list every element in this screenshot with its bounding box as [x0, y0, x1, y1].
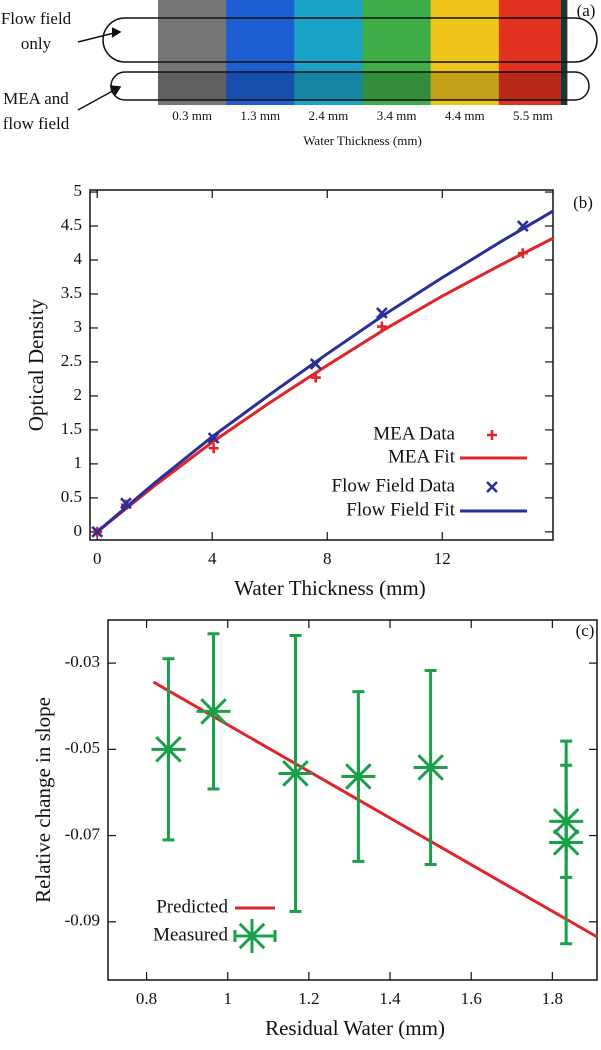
y-tick-label: 4.5 [61, 215, 82, 234]
legend-label: Predicted [156, 896, 228, 917]
data-point [341, 759, 376, 794]
x-tick-label: 1.4 [379, 989, 401, 1008]
data-point [196, 694, 231, 729]
plot-frame [89, 189, 554, 541]
strip-shade [226, 72, 295, 100]
y-axis-label: Relative change in slope [31, 697, 55, 903]
x-axis-label: Water Thickness (mm) [234, 576, 426, 600]
x-tick-label: 0.8 [136, 989, 157, 1008]
side-label: MEA and [3, 89, 69, 108]
legend-marker [487, 430, 497, 440]
x-tick-label: 1.6 [461, 989, 482, 1008]
legend-marker [486, 481, 498, 493]
y-axis-label: Optical Density [24, 298, 48, 431]
x-axis-label: Water Thickness (mm) [303, 133, 422, 148]
legend-label: Flow Field Data [332, 475, 456, 496]
x-tick-label: 1.2 [298, 989, 319, 1008]
panel-label: (a) [577, 1, 596, 20]
y-tick-label: 3.5 [61, 283, 82, 302]
legend-label: Flow Field Fit [346, 499, 455, 520]
x-tick-label: 4 [208, 549, 217, 568]
y-tick-label: 3 [74, 317, 83, 336]
strip-shade [294, 72, 363, 100]
plot-frame [107, 619, 598, 981]
y-tick-label: 4 [74, 249, 83, 268]
category-label: 5.5 mm [513, 108, 553, 123]
legend-label: MEA Data [373, 423, 455, 444]
side-label: Flow field [1, 9, 72, 28]
legend-label: Measured [153, 924, 228, 945]
strip-edge [561, 0, 567, 105]
legend-marker [235, 919, 269, 953]
category-label: 1.3 mm [240, 108, 280, 123]
category-label: 4.4 mm [445, 108, 485, 123]
category-label: 3.4 mm [377, 108, 417, 123]
fit-line [96, 236, 554, 534]
panel-label: (c) [576, 621, 595, 640]
x-tick-label: 1 [223, 989, 232, 1008]
y-tick-label: -0.07 [65, 824, 101, 843]
strip-shade [430, 72, 500, 100]
y-tick-label: -0.03 [65, 652, 100, 671]
y-tick-label: 1 [74, 453, 83, 472]
legend-label: MEA Fit [388, 446, 456, 467]
data-point [375, 307, 388, 319]
x-axis-label: Residual Water (mm) [265, 1016, 445, 1040]
strip-frame [77, 17, 598, 111]
category-label: 2.4 mm [309, 108, 349, 123]
side-label: only [21, 34, 52, 53]
strip-shade [158, 72, 227, 100]
x-tick-label: 8 [323, 549, 332, 568]
category-label: 0.3 mm [172, 108, 212, 123]
y-tick-label: 2 [74, 385, 83, 404]
y-tick-label: 5 [74, 181, 83, 200]
strip-shade [362, 72, 432, 100]
fit-line [96, 209, 554, 533]
data-point [278, 756, 313, 791]
y-tick-label: 2.5 [61, 351, 82, 370]
y-tick-label: -0.05 [65, 738, 100, 757]
y-tick-label: 1.5 [61, 419, 82, 438]
strip-shade [498, 72, 568, 100]
x-tick-label: 0 [93, 549, 102, 568]
y-tick-label: 0 [74, 521, 83, 540]
data-point [151, 732, 186, 767]
data-point [413, 750, 448, 785]
x-tick-label: 12 [434, 549, 451, 568]
data-point [549, 825, 584, 860]
data-point [120, 497, 132, 510]
x-tick-label: 1.8 [542, 989, 563, 1008]
panel-label: (b) [573, 193, 593, 212]
y-tick-label: 0.5 [61, 487, 82, 506]
y-tick-label: -0.09 [65, 911, 100, 930]
data-point [208, 443, 219, 454]
side-label: flow field [3, 114, 70, 133]
fit-line [152, 680, 598, 939]
